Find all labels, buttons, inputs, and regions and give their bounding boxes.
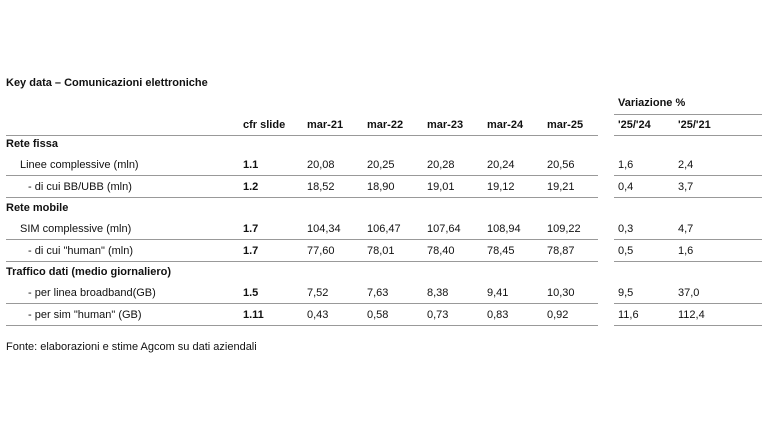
group-header: Variazione %: [618, 97, 686, 109]
column-header: cfr slide: [243, 119, 286, 131]
cell: 20,28: [427, 159, 455, 171]
cell: 78,40: [427, 244, 455, 257]
row-label: Linee complessive (mln): [20, 159, 139, 171]
rule: [614, 303, 762, 304]
cell: 0,3: [618, 223, 634, 235]
column-header: mar-24: [487, 119, 524, 131]
cell: 78,87: [547, 244, 575, 257]
cell: 9,41: [487, 287, 509, 299]
cell: 1.5: [243, 287, 259, 299]
cell: 18,52: [307, 180, 335, 193]
column-header: '25/'24: [618, 119, 651, 131]
column-header: mar-23: [427, 119, 464, 131]
cell: 1.11: [243, 308, 264, 321]
cell: 10,30: [547, 287, 575, 299]
row-label: SIM complessive (mln): [20, 223, 132, 235]
cell: 107,64: [427, 223, 461, 235]
rule: [614, 260, 762, 262]
column-header: mar-21: [307, 119, 344, 131]
row-label: - di cui BB/UBB (mln): [28, 180, 132, 193]
cell: 78,45: [487, 244, 515, 257]
row-label: - per linea broadband(GB): [28, 287, 156, 299]
rule: [6, 175, 598, 176]
cell: 9,5: [618, 287, 634, 299]
rule: [6, 260, 598, 262]
cell: 19,01: [427, 180, 455, 193]
cell: 77,60: [307, 244, 335, 257]
table-title: Key data – Comunicazioni elettroniche: [6, 77, 208, 89]
cell: 108,94: [487, 223, 521, 235]
cell: 20,25: [367, 159, 395, 171]
cell: 20,08: [307, 159, 335, 171]
row-label: - per sim "human" (GB): [28, 308, 142, 321]
rule: [614, 135, 762, 136]
cell: 0,92: [547, 308, 569, 321]
cell: 1.7: [243, 223, 259, 235]
cell: 1,6: [618, 159, 634, 171]
rule: [614, 175, 762, 176]
cell: 0,58: [367, 308, 389, 321]
cell: 0,4: [618, 180, 634, 193]
cell: 19,21: [547, 180, 575, 193]
cell: 8,38: [427, 287, 449, 299]
cell: 112,4: [678, 308, 705, 321]
cell: 78,01: [367, 244, 395, 257]
rule: [614, 196, 762, 198]
section-title: Rete fissa: [6, 138, 58, 150]
section-title: Traffico dati (medio giornaliero): [6, 266, 172, 278]
footer: Fonte: elaborazioni e stime Agcom su dat…: [6, 341, 257, 353]
rule: [6, 303, 598, 304]
column-header: mar-22: [367, 119, 404, 131]
cell: 20,24: [487, 159, 515, 171]
cell: 1.1: [243, 159, 259, 171]
cell: 3,7: [678, 180, 694, 193]
rule: [6, 239, 598, 240]
rule: [6, 135, 598, 136]
rule: [614, 324, 762, 326]
cell: 11,6: [618, 308, 639, 321]
cell: 0,5: [618, 244, 634, 257]
rule: [614, 239, 762, 240]
cell: 1,6: [678, 244, 694, 257]
cell: 104,34: [307, 223, 341, 235]
row-label: - di cui "human" (mln): [28, 244, 134, 257]
cell: 7,63: [367, 287, 389, 299]
column-header: '25/'21: [678, 119, 711, 131]
cell: 2,4: [678, 159, 694, 171]
cell: 1.7: [243, 244, 259, 257]
cell: 20,56: [547, 159, 575, 171]
cell: 7,52: [307, 287, 329, 299]
cell: 106,47: [367, 223, 401, 235]
rule: [614, 114, 762, 115]
cell: 4,7: [678, 223, 694, 235]
column-header: mar-25: [547, 119, 584, 131]
rule: [6, 324, 598, 326]
cell: 0,73: [427, 308, 449, 321]
cell: 0,83: [487, 308, 509, 321]
cell: 18,90: [367, 180, 395, 193]
rule: [6, 196, 598, 198]
cell: 1.2: [243, 180, 259, 193]
cell: 19,12: [487, 180, 515, 193]
cell: 109,22: [547, 223, 581, 235]
cell: 37,0: [678, 287, 700, 299]
cell: 0,43: [307, 308, 329, 321]
section-title: Rete mobile: [6, 202, 69, 214]
